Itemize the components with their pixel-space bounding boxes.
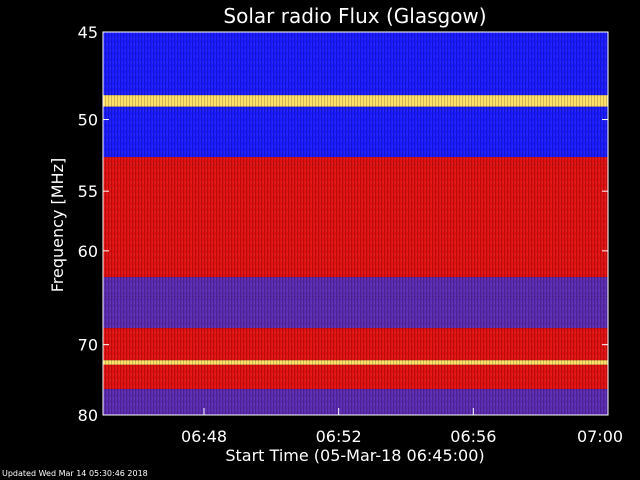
y-tick-label: 45 [78,23,98,42]
updated-timestamp: Updated Wed Mar 14 05:30:46 2018 [2,469,148,478]
y-tick-label: 70 [78,336,98,355]
plot-area [103,32,608,415]
plot-frame [102,31,609,416]
y-axis-label: Frequency [MHz] [48,158,67,292]
spectrum-texture [103,32,608,415]
y-tick-label: 60 [78,242,98,261]
x-tick-label: 06:48 [181,427,227,446]
chart-title: Solar radio Flux (Glasgow) [223,4,486,28]
x-tick-label: 06:56 [450,427,496,446]
x-axis: 06:48 06:52 06:56 07:00 [181,408,623,446]
x-tick-label: 07:00 [577,427,623,446]
x-axis-label: Start Time (05-Mar-18 06:45:00) [225,446,484,465]
x-tick-label: 06:52 [316,427,362,446]
y-axis: 45 50 55 60 70 80 [78,23,608,425]
y-tick-label: 80 [78,406,98,425]
y-tick-label: 55 [78,182,98,201]
y-tick-label: 50 [78,111,98,130]
